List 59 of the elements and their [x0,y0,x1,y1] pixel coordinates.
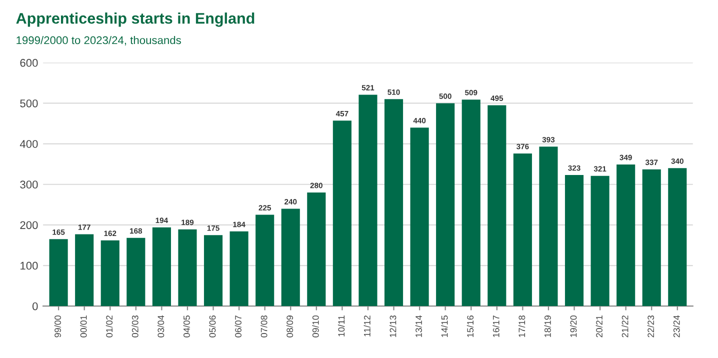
y-tick-label: 200 [20,221,38,230]
bar [384,99,404,306]
bar [539,146,558,306]
x-tick-label: 06/07 [234,316,242,338]
bar [281,208,300,306]
y-tick-label: 100 [20,262,38,270]
bar [307,192,326,306]
bar [616,164,636,306]
bar [178,229,197,306]
y-tick-label: 500 [20,99,38,108]
bar [256,214,274,306]
x-tick-label: 07/08 [260,316,268,338]
chart-subtitle: 1999/2000 to 2023/24, thousands [16,36,181,46]
bar [204,235,223,306]
x-tick-label: 16/17 [492,316,500,338]
x-tick-label: 21/22 [622,316,628,338]
x-tick-label: 17/18 [518,316,526,338]
x-tick-label: 11/12 [364,316,370,336]
x-tick-label: 05/06 [209,316,216,338]
y-tick-label: 0 [32,302,38,310]
x-tick-label: 19/20 [570,315,577,338]
x-tick-label: 09/10 [312,315,319,338]
bar [564,175,584,306]
x-tick-label: 22/23 [647,316,654,338]
x-tick-label: 00/01 [80,316,87,338]
bar [462,100,480,306]
bar [642,169,661,306]
x-tick-label: 23/24 [673,315,680,338]
bar [668,168,687,306]
bar [358,94,378,306]
bar [513,154,532,306]
bar [100,240,120,306]
bar [49,239,68,306]
x-tick-label: 99/00 [54,315,61,338]
x-tick-label: 20/21 [596,316,602,338]
x-tick-label: 01/02 [106,316,113,338]
bar [230,231,248,306]
bar [126,238,146,306]
x-tick-label: 18/19 [544,316,551,338]
bar [590,176,610,306]
bar [332,120,352,306]
x-tick-label: 13/14 [415,315,422,338]
x-tick-label: 15/16 [466,316,474,338]
bar [410,128,429,306]
x-tick-label: 10/11 [338,316,345,336]
bar [75,234,94,306]
bar [436,103,455,306]
x-tick-label: 08/09 [286,316,294,338]
bar [488,105,506,306]
y-tick-label: 400 [20,140,38,148]
x-tick-label: 14/15 [441,315,448,338]
x-tick-label: 02/03 [132,316,138,338]
chart-title: Apprenticeship starts in England [16,12,254,27]
bar [152,227,171,306]
x-tick-label: 04/05 [183,315,190,338]
y-tick-label: 600 [20,58,38,67]
x-tick-label: 03/04 [157,315,164,338]
x-tick-label: 12/13 [390,316,396,338]
y-tick-label: 300 [20,180,38,189]
